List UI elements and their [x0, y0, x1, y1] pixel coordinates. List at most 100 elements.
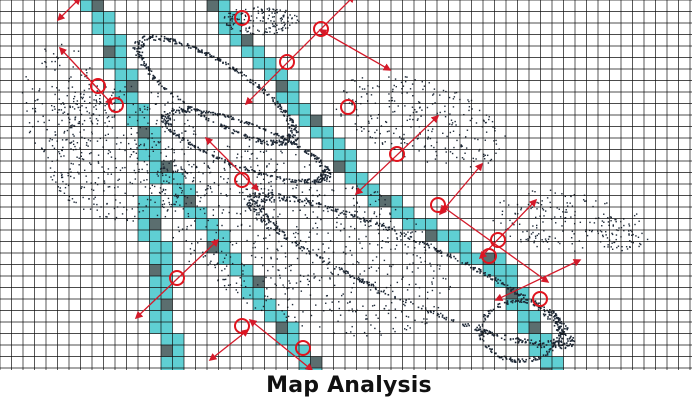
- path-cell: [207, 218, 219, 230]
- path-cell: [333, 149, 345, 161]
- waypoint-circle-icon: [313, 21, 329, 37]
- path-cell: [149, 126, 161, 138]
- path-cell: [161, 310, 173, 322]
- path-cell: [161, 345, 173, 357]
- path-cell: [103, 46, 115, 58]
- path-cell: [552, 356, 564, 368]
- path-cell: [241, 264, 253, 276]
- waypoints: [90, 10, 548, 356]
- path-cell: [310, 356, 322, 368]
- path-cell: [253, 299, 265, 311]
- path-cell: [506, 299, 518, 311]
- path-cell: [161, 161, 173, 173]
- waypoint-circle-icon: [389, 146, 405, 162]
- path-cell: [149, 253, 161, 265]
- path-cell: [264, 310, 276, 322]
- path-cell: [517, 322, 529, 334]
- path-cell: [138, 218, 150, 230]
- path-cell: [287, 103, 299, 115]
- path-cell: [517, 299, 529, 311]
- path-cell: [345, 149, 357, 161]
- path-cell: [161, 241, 173, 253]
- waypoint-circle-icon: [234, 172, 250, 188]
- path-cell: [368, 184, 380, 196]
- waypoint-circle-icon: [532, 291, 548, 307]
- path-cell: [138, 149, 150, 161]
- path-cell: [172, 172, 184, 184]
- occupancy-map-panel[interactable]: [0, 0, 692, 370]
- direction-arrow-icon: [494, 259, 582, 301]
- path-cell: [552, 368, 564, 370]
- path-cell: [494, 264, 506, 276]
- path-cell: [241, 46, 253, 58]
- path-cell: [241, 34, 253, 46]
- path-cell: [356, 172, 368, 184]
- path-cell: [184, 184, 196, 196]
- path-cell: [529, 345, 541, 357]
- path-cell: [149, 299, 161, 311]
- path-cell: [92, 0, 104, 12]
- direction-arrow-icon: [354, 114, 440, 196]
- path-cell: [149, 207, 161, 219]
- path-cell: [103, 57, 115, 69]
- path-cell: [115, 34, 127, 46]
- path-cell: [253, 46, 265, 58]
- path-cell: [149, 172, 161, 184]
- path-cell: [230, 23, 242, 35]
- path-cell: [345, 172, 357, 184]
- path-cell: [529, 310, 541, 322]
- path-cell: [425, 230, 437, 242]
- path-cell: [161, 322, 173, 334]
- path-cell: [126, 115, 138, 127]
- path-cell: [310, 368, 322, 370]
- path-cell: [149, 287, 161, 299]
- path-cell: [230, 253, 242, 265]
- path-cell: [126, 80, 138, 92]
- path-cell: [322, 138, 334, 150]
- path-cell: [138, 115, 150, 127]
- path-cell: [414, 218, 426, 230]
- path-cell: [172, 195, 184, 207]
- path-cell: [391, 207, 403, 219]
- grid-lines: [0, 0, 692, 370]
- path-cell: [506, 264, 518, 276]
- waypoint-circle-icon: [234, 10, 250, 26]
- path-cell: [126, 92, 138, 104]
- path-cell: [80, 0, 92, 12]
- path-cell: [540, 368, 552, 370]
- direction-arrow-icon: [208, 329, 250, 361]
- path-cell: [115, 92, 127, 104]
- path-cell: [333, 138, 345, 150]
- direction-arrows: [56, 0, 582, 370]
- path-cell: [264, 69, 276, 81]
- path-cell: [333, 161, 345, 173]
- path-cell: [115, 69, 127, 81]
- waypoint-circle-icon: [279, 54, 295, 70]
- path-cell: [126, 69, 138, 81]
- path-cell: [149, 149, 161, 161]
- path-cell: [276, 310, 288, 322]
- path-cell: [172, 356, 184, 368]
- path-cell: [241, 287, 253, 299]
- path-cell: [529, 322, 541, 334]
- path-cell: [172, 345, 184, 357]
- path-cell: [299, 356, 311, 368]
- path-cell: [253, 287, 265, 299]
- path-cell: [368, 195, 380, 207]
- path-cell: [299, 115, 311, 127]
- path-cell: [138, 195, 150, 207]
- direction-arrow-icon: [56, 0, 82, 22]
- path-cell: [161, 333, 173, 345]
- path-cell: [276, 333, 288, 345]
- path-cell: [103, 11, 115, 23]
- path-cell: [103, 23, 115, 35]
- path-cell: [126, 103, 138, 115]
- path-cell: [287, 92, 299, 104]
- path-cell: [287, 80, 299, 92]
- path-cell: [149, 218, 161, 230]
- path-cell: [448, 230, 460, 242]
- occupancy-map: [0, 0, 692, 370]
- path-cell: [161, 356, 173, 368]
- path-cell: [115, 46, 127, 58]
- path-cell: [276, 69, 288, 81]
